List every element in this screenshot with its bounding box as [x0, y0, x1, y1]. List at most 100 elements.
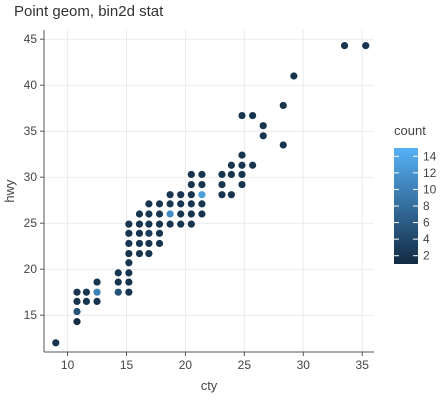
data-point — [238, 180, 246, 189]
data-point — [238, 170, 246, 179]
data-point — [145, 220, 153, 228]
data-point — [238, 151, 246, 159]
data-point — [187, 191, 195, 199]
x-axis-title: cty — [201, 378, 218, 393]
data-point — [145, 249, 153, 258]
data-point — [177, 210, 185, 218]
data-point — [249, 161, 257, 169]
data-point — [279, 141, 287, 149]
data-point — [73, 288, 81, 296]
data-point — [340, 42, 349, 50]
legend-tick-label: 12 — [423, 166, 437, 180]
data-point — [125, 288, 133, 296]
data-point — [114, 278, 122, 286]
data-point — [145, 200, 153, 208]
legend: count 14 12 10 8 6 4 2 — [394, 123, 437, 264]
data-point — [93, 288, 101, 296]
data-point — [125, 239, 133, 248]
data-point — [177, 191, 185, 199]
data-point — [135, 239, 144, 248]
y-tick-label: 15 — [24, 308, 38, 322]
data-point — [114, 288, 122, 296]
data-point — [187, 210, 195, 218]
legend-tick-label: 14 — [423, 149, 437, 163]
data-point — [187, 180, 195, 189]
tick-layer: 10 15 20 25 30 35 15 20 25 30 35 40 45 — [24, 32, 370, 372]
x-tick-label: 35 — [356, 358, 370, 372]
data-point — [145, 229, 153, 237]
point-layer — [52, 42, 370, 347]
x-tick-label: 10 — [61, 358, 75, 372]
data-point — [238, 111, 246, 120]
chart-title: Point geom, bin2d stat — [14, 3, 164, 20]
y-tick-label: 30 — [24, 170, 38, 184]
axis-layer — [43, 30, 374, 353]
legend-ticks: 14 12 10 8 6 4 2 — [394, 149, 437, 263]
data-point — [155, 220, 164, 228]
data-point — [187, 200, 195, 208]
data-point — [73, 307, 81, 316]
data-point — [187, 170, 195, 179]
data-point — [155, 200, 164, 208]
data-point — [93, 278, 101, 286]
data-point — [249, 111, 257, 120]
data-point — [135, 220, 144, 228]
data-point — [145, 210, 153, 218]
data-point — [93, 297, 101, 305]
data-point — [125, 220, 133, 228]
data-point — [155, 210, 164, 218]
data-point — [227, 161, 235, 169]
data-point — [290, 72, 298, 80]
data-point — [259, 132, 267, 140]
y-tick-label: 35 — [24, 124, 38, 138]
data-point — [145, 239, 153, 248]
legend-tick-label: 10 — [423, 182, 437, 196]
legend-title: count — [394, 123, 426, 138]
x-tick-label: 30 — [297, 358, 311, 372]
data-point — [52, 339, 60, 347]
data-point — [227, 170, 235, 179]
data-point — [227, 191, 235, 199]
data-point — [362, 42, 370, 50]
data-point — [218, 180, 226, 189]
data-point — [114, 269, 122, 277]
data-point — [259, 122, 267, 130]
data-point — [198, 170, 206, 179]
grid-layer — [44, 30, 374, 352]
data-point — [198, 191, 206, 199]
x-tick-label: 25 — [238, 358, 252, 372]
y-axis-title: hwy — [2, 179, 17, 203]
data-point — [82, 288, 91, 296]
data-point — [166, 191, 174, 199]
data-point — [218, 191, 226, 199]
data-point — [125, 229, 133, 237]
legend-tick-label: 6 — [423, 216, 430, 230]
data-point — [125, 278, 133, 286]
data-point — [125, 269, 133, 277]
data-point — [73, 318, 81, 326]
data-point — [166, 200, 174, 208]
data-point — [135, 249, 144, 258]
x-tick-label: 20 — [179, 358, 193, 372]
data-point — [166, 220, 174, 228]
data-point — [238, 161, 246, 169]
data-point — [135, 210, 144, 218]
data-point — [198, 180, 206, 189]
legend-tick-label: 8 — [423, 199, 430, 213]
data-point — [125, 259, 133, 267]
data-point — [135, 229, 144, 237]
data-point — [177, 220, 185, 228]
data-point — [155, 239, 164, 248]
data-point — [198, 200, 206, 208]
legend-tick-label: 2 — [423, 249, 430, 263]
data-point — [73, 297, 81, 305]
data-point — [125, 249, 133, 258]
legend-tick-label: 4 — [423, 232, 430, 246]
y-tick-label: 40 — [24, 78, 38, 92]
data-point — [166, 210, 174, 218]
data-point — [198, 210, 206, 218]
y-tick-label: 20 — [24, 262, 38, 276]
data-point — [187, 220, 195, 228]
